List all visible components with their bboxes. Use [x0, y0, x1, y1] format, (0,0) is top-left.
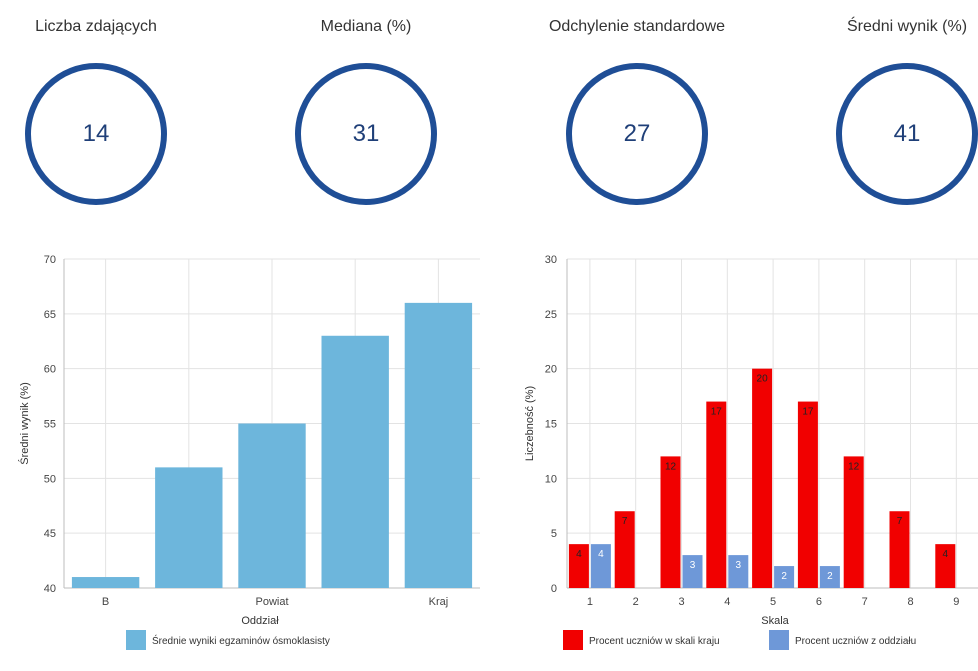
stat-label: Liczba zdających: [35, 18, 157, 35]
stat-label: Mediana (%): [320, 18, 412, 35]
x-tick-label: 7: [862, 596, 868, 608]
x-axis-title: Oddział: [241, 615, 279, 627]
data-label: 2: [781, 571, 787, 582]
stat-card-mean: Średni wynik (%) 41: [807, 0, 978, 215]
stat-value: 41: [893, 120, 921, 147]
bar: [706, 401, 727, 588]
legend-label: Średnie wyniki egzaminów ósmoklasisty: [152, 634, 330, 647]
bar: [819, 566, 840, 588]
bar: [682, 555, 703, 588]
data-label: 7: [622, 516, 628, 527]
y-axis-title: Liczebność (%): [524, 386, 536, 461]
y-tick-label: 50: [44, 473, 56, 485]
y-tick-label: 25: [545, 309, 557, 321]
stat-circle: 14: [25, 63, 167, 205]
x-tick-label: 5: [770, 596, 776, 608]
legend-swatch: [563, 630, 583, 650]
stat-card-stddev: Odchylenie standardowe 27: [537, 0, 737, 215]
y-tick-label: 45: [44, 528, 56, 540]
stat-label: Średni wynik (%): [846, 18, 968, 35]
bar: [590, 544, 611, 588]
data-label: 3: [736, 560, 742, 571]
stat-label: Odchylenie standardowe: [548, 18, 726, 35]
y-tick-label: 70: [44, 254, 56, 266]
bar: [728, 555, 749, 588]
legend-swatch: [126, 630, 146, 650]
bar: [752, 368, 773, 588]
data-label: 20: [757, 374, 769, 385]
legend-label: Procent uczniów w skali kraju: [589, 636, 720, 647]
y-tick-label: 10: [545, 473, 557, 485]
data-label: 17: [711, 407, 723, 418]
stat-value: 31: [352, 120, 380, 147]
y-axis-title: Średni wynik (%): [18, 382, 31, 465]
legend-label: Procent uczniów z oddziału: [795, 636, 916, 647]
x-tick-label: Powiat: [255, 596, 288, 608]
bar: [321, 335, 389, 588]
stat-value: 14: [82, 120, 110, 147]
x-tick-label: 3: [678, 596, 684, 608]
bar: [155, 467, 223, 588]
x-tick-label: 9: [953, 596, 959, 608]
data-label: 12: [665, 461, 677, 472]
data-label: 12: [848, 461, 860, 472]
stat-circle: 31: [295, 63, 437, 205]
x-tick-label: 1: [587, 596, 593, 608]
x-tick-label: 4: [724, 596, 730, 608]
stat-card-count: Liczba zdających 14: [0, 0, 196, 215]
y-tick-label: 0: [551, 583, 557, 595]
data-label: 4: [576, 549, 582, 560]
bar: [614, 511, 635, 588]
stat-card-median: Mediana (%) 31: [266, 0, 466, 215]
bar: [404, 302, 473, 588]
stat-value: 27: [623, 120, 651, 147]
bar: [797, 401, 818, 588]
data-label: 7: [897, 516, 903, 527]
data-label: 17: [802, 407, 814, 418]
x-tick-label: 8: [907, 596, 913, 608]
data-label: 4: [598, 549, 604, 560]
x-tick-label: Kraj: [429, 596, 449, 608]
legend-swatch: [769, 630, 789, 650]
y-tick-label: 40: [44, 583, 56, 595]
data-label: 3: [690, 560, 696, 571]
bar: [660, 456, 681, 588]
bar: [843, 456, 864, 588]
average-scores-chart: 40 45 50 55 60 65 70 B Powiat Kraj Oddział Średni w…: [18, 254, 480, 650]
y-tick-label: 5: [551, 528, 557, 540]
bar: [935, 544, 956, 588]
y-tick-label: 60: [44, 364, 56, 376]
data-label: 2: [827, 571, 833, 582]
y-tick-label: 55: [44, 419, 56, 431]
bar: [71, 577, 140, 588]
stat-circle: 41: [836, 63, 978, 205]
stat-circle: 27: [566, 63, 708, 205]
y-tick-label: 30: [545, 254, 557, 266]
bar: [774, 566, 795, 588]
y-tick-label: 20: [545, 364, 557, 376]
y-tick-label: 65: [44, 309, 56, 321]
y-tick-label: 15: [545, 419, 557, 431]
x-tick-label: 6: [816, 596, 822, 608]
bar: [568, 544, 589, 588]
x-tick-label: B: [102, 596, 109, 608]
bar: [889, 511, 910, 588]
bar: [238, 423, 306, 588]
data-label: 4: [943, 549, 949, 560]
x-tick-label: 2: [633, 596, 639, 608]
x-axis-title: Skala: [761, 615, 789, 627]
